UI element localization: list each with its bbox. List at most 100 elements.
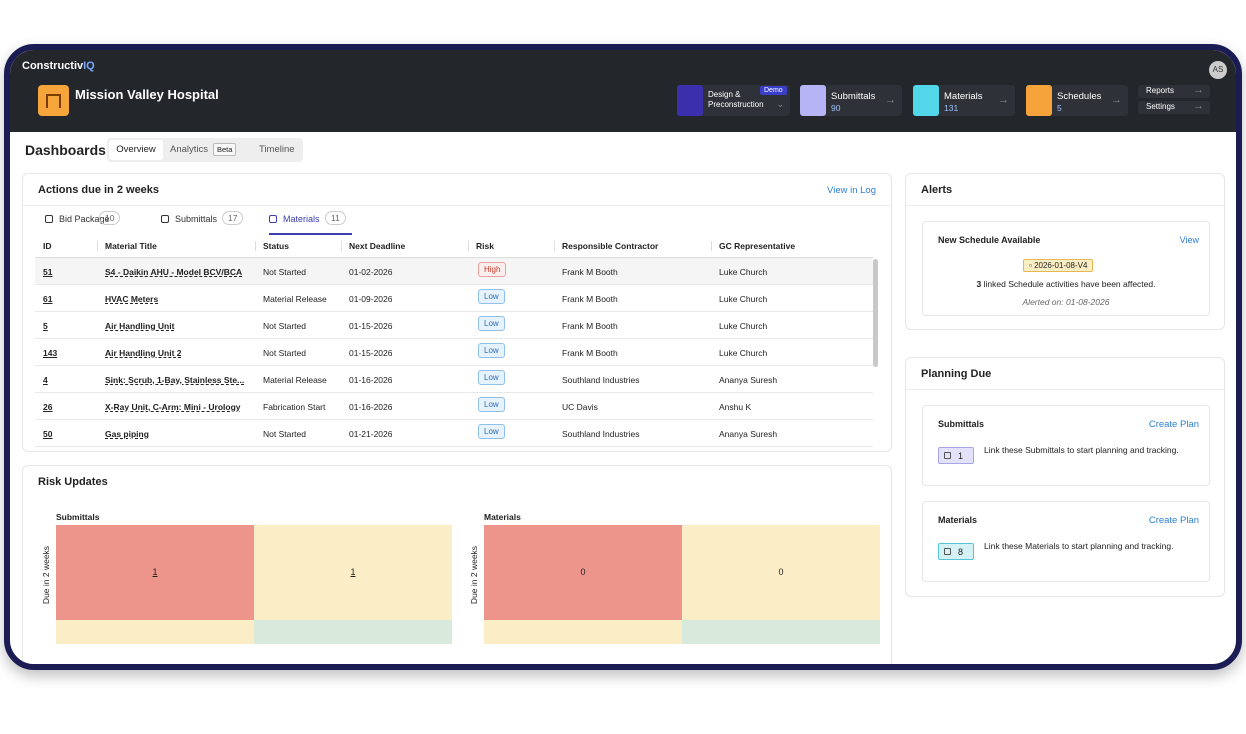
- tab-label: Submittals: [175, 214, 218, 224]
- table-cell: 51: [43, 267, 53, 277]
- sub-tab[interactable]: Bid Package 10: [45, 211, 126, 235]
- panel-title: Risk Updates: [38, 476, 108, 488]
- table-cell: Southland Industries: [562, 375, 640, 385]
- table-row[interactable]: 50 Gas piping Not Started 01-21-2026 Low Sout…: [35, 420, 873, 447]
- table-cell: 50: [43, 429, 53, 439]
- panel-title: Planning Due: [921, 368, 992, 380]
- table-cell: UC Davis: [562, 402, 598, 412]
- module-icon: [677, 85, 703, 116]
- risk-badge: Low: [478, 343, 505, 358]
- link-label: Settings: [1146, 102, 1175, 111]
- table-cell: Sink: Scrub, 1-Bay, Stainless Ste...: [105, 375, 245, 385]
- link[interactable]: Settings →: [1138, 100, 1210, 114]
- heatmap-cell[interactable]: 1: [56, 525, 254, 620]
- table-cell: Air Handling Unit: [105, 321, 175, 331]
- table-cell: Ananya Suresh: [719, 429, 778, 439]
- plan-card: Submittals Create Plan 1 Link these Submitt…: [922, 405, 1210, 486]
- table-cell: Material Release: [263, 294, 327, 304]
- module-icon: [913, 85, 939, 116]
- header: ConstructivIQ Mission Valley Hospital De…: [10, 50, 1236, 132]
- heatmap-title: Submittals: [56, 512, 100, 522]
- column-header[interactable]: Status: [263, 241, 289, 251]
- table-row[interactable]: 26 X-Ray Unit, C-Arm: Mini - Urology Fabri…: [35, 393, 873, 420]
- create-plan-link[interactable]: Create Plan: [1148, 419, 1199, 430]
- alert-count: 3: [976, 279, 982, 289]
- column-header[interactable]: Risk: [476, 241, 494, 251]
- table-cell: Frank M Booth: [562, 267, 618, 277]
- table-cell: Not Started: [263, 429, 306, 439]
- chevron: ⌄: [776, 99, 784, 109]
- column-separator: [468, 241, 469, 251]
- table-row[interactable]: 4 Sink: Scrub, 1-Bay, Stainless Ste... Mat…: [35, 366, 873, 393]
- scrollbar: [873, 259, 878, 367]
- panel-title: Alerts: [921, 184, 953, 196]
- table-cell: Fabrication Start: [263, 402, 326, 412]
- plan-text: Link these Materials to start planning a…: [984, 541, 1174, 551]
- column-header[interactable]: GC Representative: [719, 241, 796, 251]
- table-row[interactable]: 51 S4 - Daikin AHU - Model BCV/BCA Not Sta…: [35, 258, 873, 285]
- table-cell: Not Started: [263, 321, 306, 331]
- column-header[interactable]: ID: [43, 241, 52, 251]
- table-row[interactable]: 143 Air Handling Unit 2 Not Started 01-15-2…: [35, 339, 873, 366]
- risk-badge: Low: [478, 316, 505, 331]
- tab-icon: [269, 215, 277, 223]
- planning-panel: Planning Due Submittals Create Plan 1 Link …: [905, 357, 1225, 597]
- table-cell: Material Release: [263, 375, 327, 385]
- table-cell: 26: [43, 402, 53, 412]
- heatmap-cell: [254, 620, 452, 644]
- table-row[interactable]: 5 Air Handling Unit Not Started 01-15-2026 L…: [35, 312, 873, 339]
- app-frame: ConstructivIQ Mission Valley Hospital De…: [4, 44, 1242, 670]
- column-header[interactable]: Next Deadline: [349, 241, 406, 251]
- tab[interactable]: Timeline: [259, 144, 295, 155]
- module[interactable]: Materials 131 →: [913, 85, 1015, 116]
- page-title: Dashboards: [25, 142, 106, 158]
- page-tabs: Overview Analytics Beta Timeline: [107, 138, 303, 162]
- create-plan-link[interactable]: Create Plan: [1148, 515, 1199, 526]
- sub-tab[interactable]: Materials 11: [269, 211, 352, 235]
- module-label: Design & Preconstruction: [708, 90, 764, 109]
- y-axis-label: Due in 2 weeks: [469, 545, 479, 605]
- tab[interactable]: Overview: [109, 140, 163, 160]
- module[interactable]: Design & Preconstruction Demo ⌄: [677, 85, 790, 116]
- module-label: Submittals: [831, 91, 876, 102]
- module[interactable]: Schedules 5 →: [1026, 85, 1128, 116]
- table-cell: Luke Church: [719, 321, 768, 331]
- column-header[interactable]: Responsible Contractor: [562, 241, 659, 251]
- avatar[interactable]: AS: [1209, 61, 1227, 79]
- heatmap-cell[interactable]: 0: [682, 525, 880, 620]
- panel-title: Actions due in 2 weeks: [38, 184, 160, 196]
- table-cell: Not Started: [263, 348, 306, 358]
- table-cell: S4 - Daikin AHU - Model BCV/BCA: [105, 267, 243, 277]
- module[interactable]: Submittals 90 →: [800, 85, 902, 116]
- plan-text: Link these Submittals to start planning …: [984, 445, 1179, 455]
- module-icon: [800, 85, 826, 116]
- header-divider: [35, 257, 873, 258]
- table-cell: Ananya Suresh: [719, 375, 778, 385]
- heatmap-cell[interactable]: 0: [484, 525, 682, 620]
- heatmap-value: 0: [778, 567, 784, 577]
- plan-title: Submittals: [938, 419, 985, 429]
- tab-icon: [45, 215, 53, 223]
- column-header[interactable]: Material Title: [105, 241, 157, 251]
- sub-tab[interactable]: Submittals 17: [161, 211, 249, 235]
- count-badge: 8: [938, 543, 974, 560]
- divider: [23, 205, 891, 206]
- alert-card: New Schedule Available View ▫ 2026-01-08…: [922, 221, 1210, 316]
- actions-panel: Actions due in 2 weeks View in Log Bid P…: [22, 173, 892, 452]
- heatmap-cell[interactable]: 1: [254, 525, 452, 620]
- table-cell: Frank M Booth: [562, 321, 618, 331]
- table-cell: 61: [43, 294, 53, 304]
- view-link[interactable]: View: [1179, 235, 1199, 245]
- tab[interactable]: Analytics: [170, 144, 209, 155]
- heatmap-value: 0: [580, 567, 586, 577]
- badge-icon: [944, 452, 951, 459]
- arrow: →: [1193, 84, 1204, 96]
- module-badge: Demo: [760, 86, 787, 95]
- table-row[interactable]: 61 HVAC Meters Material Release 01-09-2026 L…: [35, 285, 873, 312]
- link[interactable]: Reports →: [1138, 84, 1210, 98]
- module-count: 90: [831, 103, 841, 113]
- column-separator: [341, 241, 342, 251]
- risk-badge: Low: [478, 289, 505, 304]
- view-log-link[interactable]: View in Log: [827, 185, 876, 196]
